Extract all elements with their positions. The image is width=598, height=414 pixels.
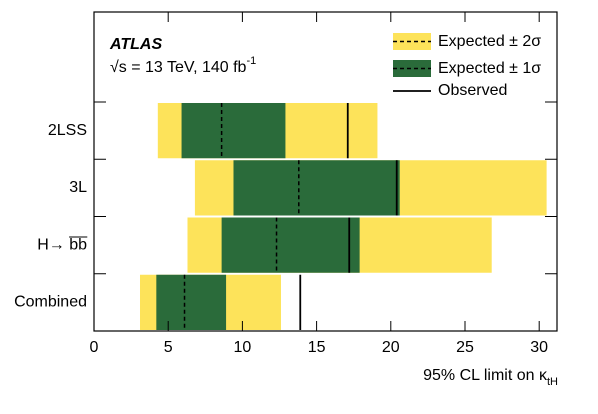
- category-label: H→ b̅b̅: [37, 236, 87, 254]
- x-tick-label: 25: [456, 339, 474, 356]
- x-axis-label-subscript: tH: [547, 376, 558, 388]
- band-1sigma: [181, 103, 286, 159]
- legend-label: Observed: [438, 82, 507, 99]
- legend-swatch: [393, 60, 431, 77]
- category-label: 2LSS: [48, 122, 87, 139]
- x-tick-label: 5: [164, 339, 173, 356]
- legend-label: Expected ± 1σ: [438, 60, 541, 77]
- legend-swatch: [393, 33, 431, 50]
- energy-superscript: -1: [246, 55, 256, 67]
- x-tick-label: 10: [233, 339, 251, 356]
- legend-label: Expected ± 2σ: [438, 33, 541, 50]
- category-label: Combined: [14, 294, 87, 311]
- x-tick-label: 15: [308, 339, 326, 356]
- x-tick-label: 0: [90, 339, 99, 356]
- category-label: 3L: [69, 179, 87, 196]
- band-1sigma: [156, 274, 227, 330]
- energy-text: √s = 13 TeV, 140 fb: [110, 59, 247, 76]
- x-axis-label: 95% CL limit on κtH: [423, 367, 558, 388]
- band-1sigma: [221, 217, 360, 273]
- x-axis-label-text: 95% CL limit on κ: [423, 367, 548, 384]
- x-tick-label: 30: [530, 339, 548, 356]
- plot-frame: [93, 11, 558, 332]
- energy-label: √s = 13 TeV, 140 fb-1: [110, 55, 256, 76]
- x-tick-label: 20: [382, 339, 400, 356]
- band-1sigma: [233, 160, 400, 216]
- experiment-label: ATLAS: [109, 36, 162, 53]
